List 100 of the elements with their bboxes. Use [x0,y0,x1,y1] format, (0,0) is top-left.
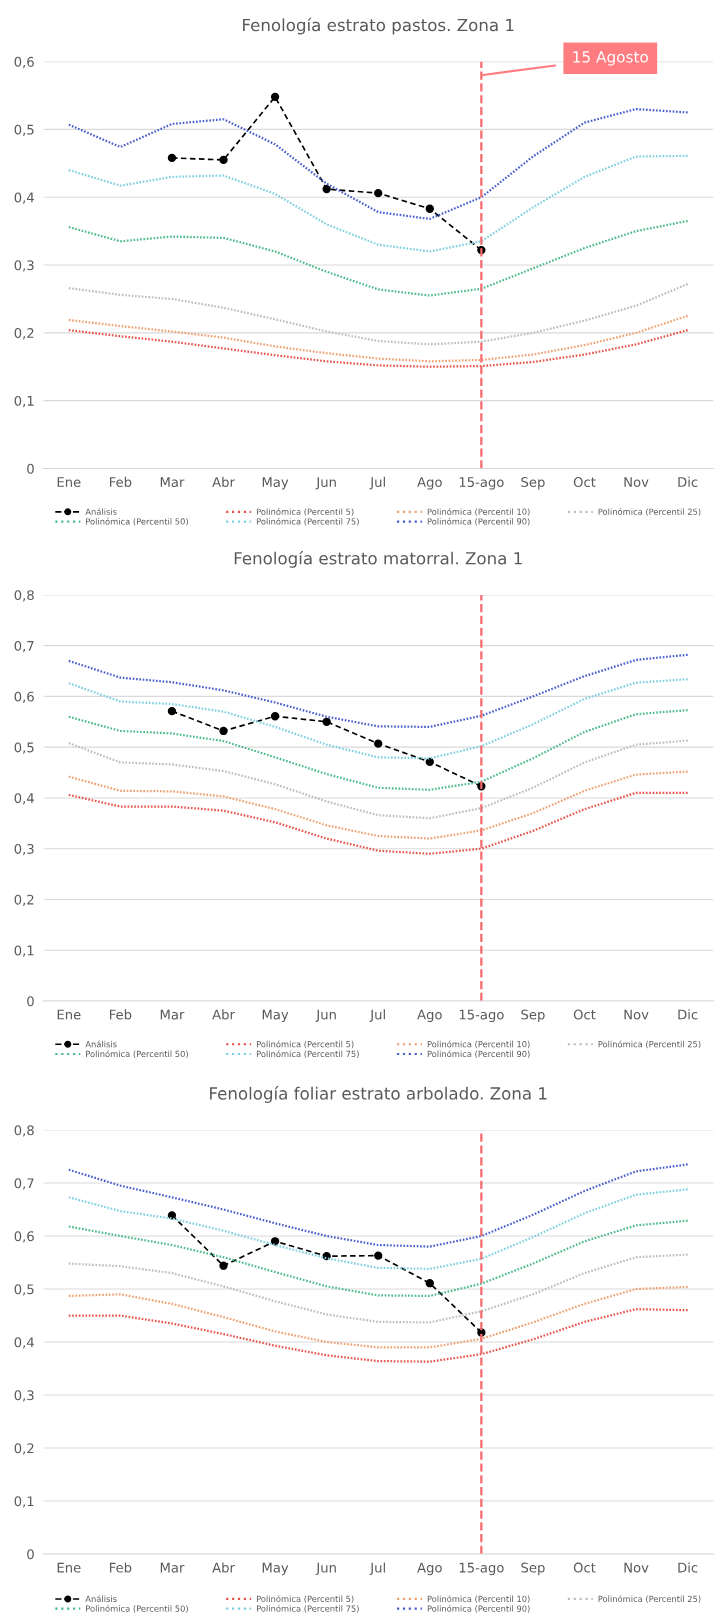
legend-label: Análisis [85,508,117,515]
x-tick-label: May [262,1009,289,1023]
x-tick-label: 15-ago [459,477,504,490]
y-tick-label: 0,5 [14,124,34,136]
y-tick-label: 0,1 [14,945,34,957]
legend-label: Análisis [85,1040,117,1048]
point [322,717,331,726]
y-tick-label: 0,3 [14,843,34,856]
x-tick-label: Feb [109,1009,132,1020]
point [425,1279,434,1288]
y-tick-label: 0,3 [14,1390,34,1402]
point [219,726,228,736]
line-series [67,282,689,346]
annotation: 15 Agosto [573,51,648,66]
y-tick-label: 0,6 [14,56,34,69]
x-tick-label: Oct [573,1009,596,1020]
y-tick-label: 0,5 [14,1284,34,1296]
legend-label: Polinómica (Percentil 10) [427,1595,530,1603]
point [374,1251,383,1260]
line-series [67,739,689,820]
x-tick-label: Dic [678,1009,698,1020]
x-tick-label: Ago [417,477,442,490]
chart-title: Fenología estrato pastos. Zona 1 [243,17,514,35]
y-tick-label: 0,4 [14,192,34,204]
legend-label: Polinómica (Percentil 90) [427,1050,530,1059]
x-tick-label: Feb [109,1562,132,1573]
point [374,739,383,748]
y-tick-label: 0,7 [14,640,34,653]
legend-label: Polinómica (Percentil 25) [598,508,701,516]
point [270,92,280,102]
line-series [67,791,689,855]
point [219,1261,228,1270]
legend-label: Polinómica (Percentil 90) [427,517,530,526]
line-series [67,107,689,221]
x-tick-label: Jul [369,1562,385,1576]
x-tick-label: Abr [212,1009,235,1020]
line-series [67,653,689,728]
legend-label: Polinómica (Percentil 50) [86,1050,188,1059]
y-tick-label: 0,4 [14,793,34,805]
x-tick-label: Dic [678,1562,698,1573]
legend-label: Polinómica (Percentil 25) [598,1040,701,1049]
point [167,706,177,716]
point [425,757,434,767]
x-tick-label: Ene [57,1562,81,1573]
x-tick-label: Ago [417,1009,442,1023]
line-series [67,1219,689,1298]
x-tick-label: Sep [521,477,545,490]
y-tick-label: 0,7 [14,1178,34,1190]
x-tick-label: May [262,477,289,490]
x-tick-label: Mar [160,477,185,488]
x-tick-label: Ago [417,1562,442,1576]
y-tick-label: 0 [27,996,34,1007]
line-series [67,1188,689,1270]
y-tick-label: 0,4 [14,1337,34,1349]
x-tick-label: Jun [315,1009,336,1022]
legend-label: Análisis [85,1595,117,1602]
legend-label: Polinómica (Percentil 10) [427,508,530,516]
line-series [67,1253,689,1324]
point [167,153,177,163]
y-tick-label: 0,5 [14,742,34,754]
y-tick-label: 0,8 [14,590,34,602]
point [270,712,280,721]
y-tick-label: 0,1 [14,395,34,408]
x-tick-label: Abr [212,1562,235,1573]
legend-label: Polinómica (Percentil 5) [256,1595,354,1603]
line-series [67,1308,689,1363]
y-tick-label: 0,6 [14,691,34,703]
legend-label: Polinómica (Percentil 75) [256,1604,359,1613]
legend-label: Polinómica (Percentil 90) [427,1604,530,1613]
x-tick-label: Feb [109,476,132,488]
legend-label: Polinómica (Percentil 50) [86,517,188,526]
x-tick-label: Oct [573,477,596,488]
x-tick-label: Dic [678,476,698,488]
line-series [67,1285,689,1349]
x-tick-label: Mar [160,1562,185,1573]
line-series [67,709,689,791]
x-tick-label: Jul [369,1009,385,1022]
point [219,155,228,165]
legend-label: Polinómica (Percentil 75) [256,1050,359,1059]
y-tick-label: 0,1 [14,1496,34,1508]
point [374,188,383,198]
legend-label: Polinómica (Percentil 75) [256,517,359,526]
x-tick-label: Sep [521,1009,545,1023]
line-series [67,1163,689,1248]
x-tick-label: Abr [212,476,235,488]
x-tick-label: Ene [57,477,81,488]
x-tick-label: Sep [521,1562,545,1576]
x-tick-label: Ene [57,1009,81,1020]
x-tick-label: Oct [573,1562,596,1573]
x-tick-label: May [262,1562,289,1576]
x-tick-label: Nov [624,1009,649,1020]
y-tick-label: 0 [27,1549,34,1560]
y-tick-label: 0,2 [14,894,34,906]
line-series [67,219,689,297]
legend-label: Polinómica (Percentil 10) [427,1040,530,1049]
x-tick-label: Mar [160,1009,185,1020]
y-tick-label: 0 [27,463,34,474]
line-series [67,314,689,363]
y-tick-label: 0,6 [14,1231,34,1243]
x-tick-label: Nov [624,1562,649,1573]
